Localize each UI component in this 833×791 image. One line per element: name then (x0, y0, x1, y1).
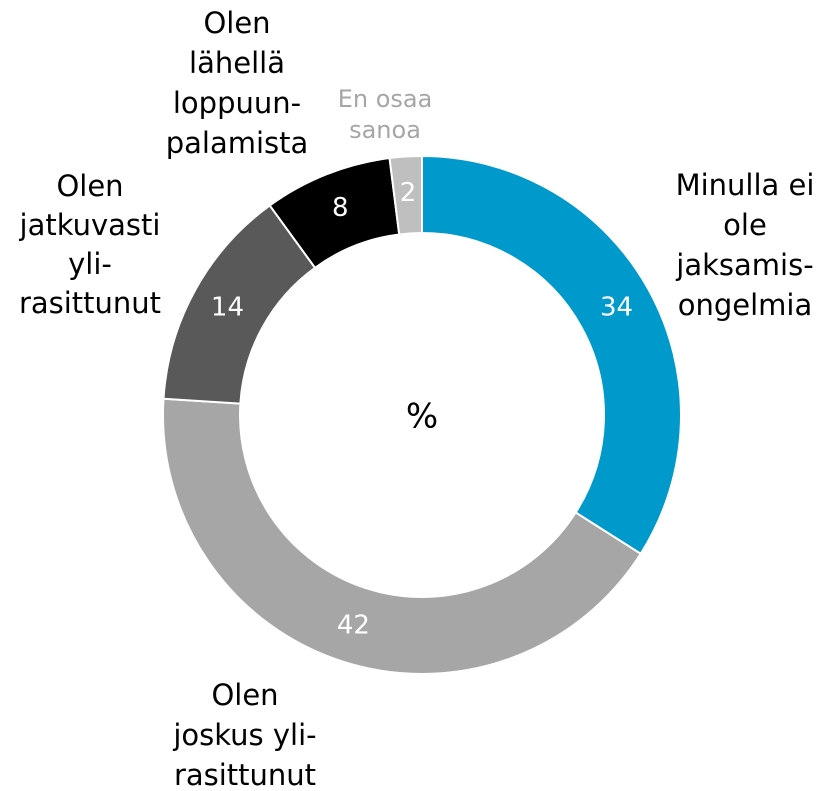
value-label: 42 (337, 611, 370, 641)
category-label: En osaa (338, 85, 433, 113)
category-label: rasittunut (19, 286, 161, 320)
value-label: 34 (600, 293, 633, 323)
center-label: % (406, 397, 438, 437)
category-label: Olen (203, 6, 270, 40)
category-label: jatkuvasti (19, 208, 161, 242)
category-label: yli- (68, 247, 112, 281)
slice (388, 154, 423, 236)
category-label: lähellä (189, 46, 285, 80)
slice (421, 154, 682, 556)
category-label: ole (723, 208, 767, 242)
category-label: rasittunut (174, 758, 316, 791)
slice (162, 397, 643, 675)
value-label: 14 (211, 293, 244, 323)
value-label: 2 (400, 178, 417, 208)
category-label: loppuun- (173, 86, 301, 120)
category-label: palamista (166, 126, 309, 160)
category-label: ongelmia (678, 288, 813, 322)
category-label: joskus yli- (172, 718, 316, 752)
category-label: sanoa (349, 116, 421, 144)
category-label: Minulla ei (676, 168, 815, 202)
category-label: Olen (56, 169, 123, 203)
category-label: jaksamis- (675, 248, 813, 282)
value-label: 8 (332, 193, 349, 223)
category-label: Olen (211, 678, 278, 712)
